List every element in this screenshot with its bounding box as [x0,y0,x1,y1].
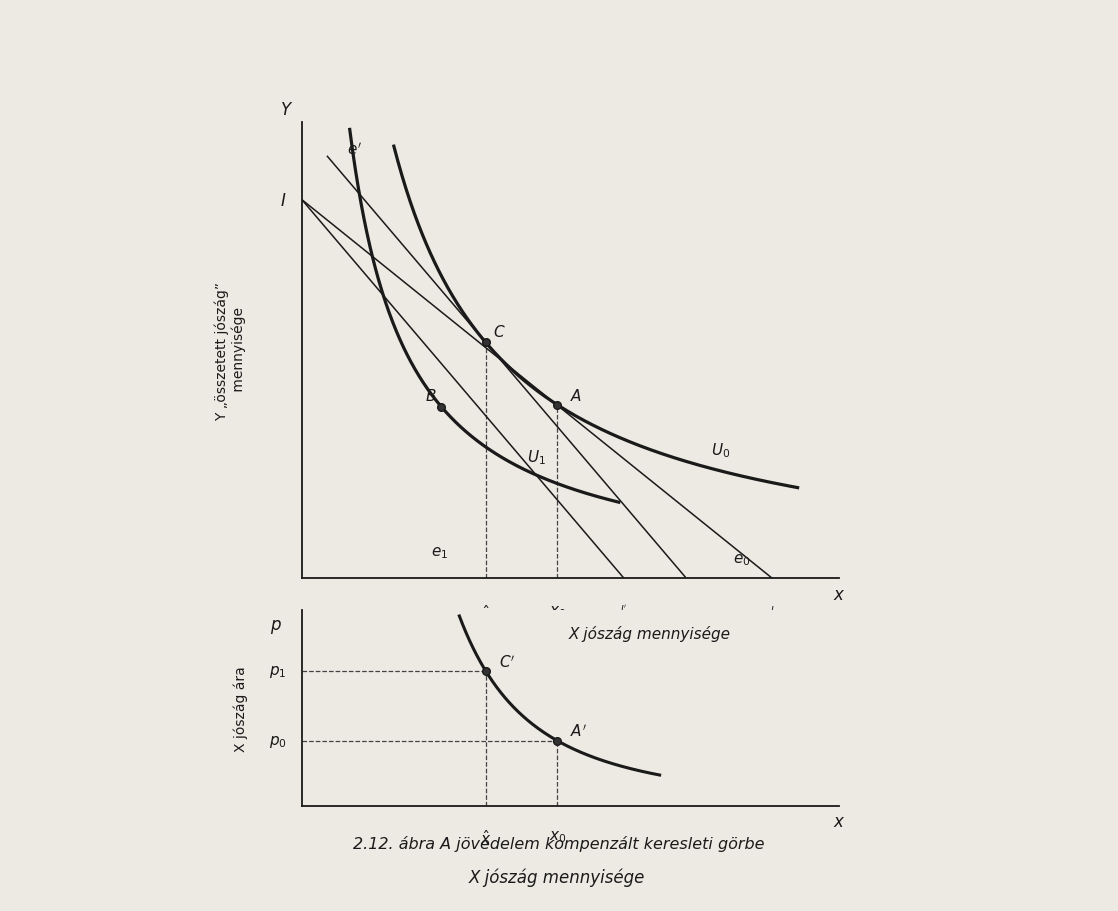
Text: 2.12. ábra A jövedelem kompenzált keresleti görbe: 2.12. ábra A jövedelem kompenzált keresl… [353,834,765,851]
Text: $C'$: $C'$ [499,653,515,670]
Text: X jószág mennyisége: X jószág mennyisége [470,867,645,885]
Text: $Y$: $Y$ [280,100,293,118]
Text: Y „összetett jószág”
 mennyisége: Y „összetett jószág” mennyisége [215,281,246,420]
Text: $\hat{x}$: $\hat{x}$ [480,603,492,622]
Text: $e_1$: $e_1$ [432,545,448,560]
Text: $B$: $B$ [425,387,436,404]
Text: $\frac{I'}{p_1}$: $\frac{I'}{p_1}$ [618,603,629,626]
Text: $p_0$: $p_0$ [268,733,286,749]
Text: $x$: $x$ [833,586,846,603]
Text: $x_0$: $x_0$ [549,603,566,619]
Text: $p$: $p$ [269,617,282,635]
Text: X jószág ára: X jószág ára [234,665,248,752]
Text: $C$: $C$ [493,323,506,339]
Text: $U_0$: $U_0$ [711,441,730,460]
Text: $A$: $A$ [570,388,582,404]
Text: $p_1$: $p_1$ [269,663,286,680]
Text: $x_0$: $x_0$ [549,828,566,844]
Text: X jószág mennyisége: X jószág mennyisége [568,626,730,641]
Text: $U_1$: $U_1$ [527,448,546,466]
Text: $A'$: $A'$ [570,723,587,740]
Text: $x$: $x$ [833,813,846,831]
Text: $\hat{x}$: $\hat{x}$ [480,828,492,847]
Text: $\frac{I}{p_0}$: $\frac{I}{p_0}$ [766,603,778,626]
Text: $e'$: $e'$ [348,141,362,158]
Text: $e_0$: $e_0$ [732,551,750,568]
Text: $I$: $I$ [281,191,286,210]
